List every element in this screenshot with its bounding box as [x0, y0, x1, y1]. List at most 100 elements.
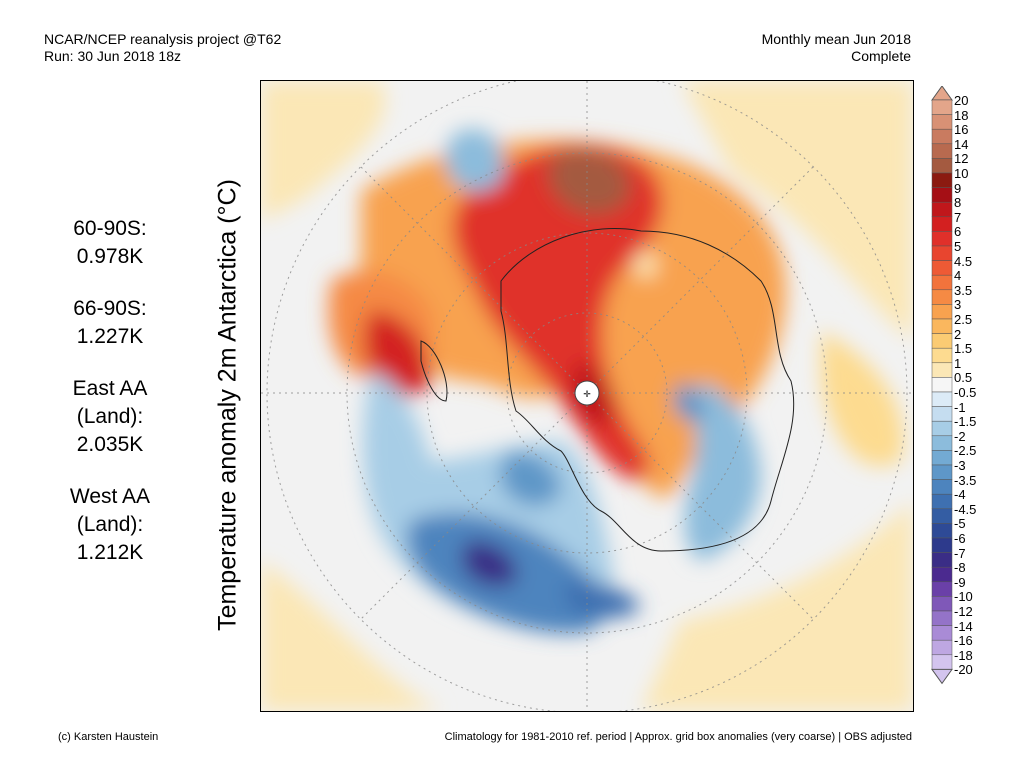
colorbar-tick-label: -4.5	[954, 501, 977, 517]
status-label: Complete	[851, 48, 911, 64]
colorbar-tick-label: 6	[954, 224, 962, 240]
colorbar-tick-label: -6	[954, 531, 966, 546]
colorbar-swatch	[931, 391, 953, 407]
colorbar-tick-label: 1	[954, 355, 962, 371]
stat-line: 66-90S:	[73, 297, 147, 320]
run-time: Run: 30 Jun 2018 18z	[44, 48, 181, 64]
stat-line: (Land):	[76, 513, 144, 536]
colorbar-swatch	[931, 362, 953, 378]
colorbar-tick-label: -9	[954, 574, 966, 590]
colorbar-swatch	[931, 377, 953, 393]
colorbar-swatch	[931, 639, 953, 656]
colorbar-tick-label: 5	[954, 239, 962, 254]
colorbar-tick-label: -4	[954, 487, 966, 503]
model-title: NCAR/NCEP reanalysis project @T62	[44, 31, 282, 47]
colorbar-swatch	[931, 304, 953, 320]
colorbar-tick-label: 3	[954, 297, 962, 313]
colorbar-swatch	[931, 187, 953, 203]
map-canvas: ✛	[261, 81, 913, 711]
stat-line: 60-90S:	[73, 217, 147, 240]
colorbar-swatch	[931, 493, 953, 510]
colorbar-tick-label: 12	[954, 151, 969, 167]
colorbar-tick-label: -20	[954, 662, 973, 678]
colorbar-swatch	[931, 552, 953, 568]
stat-east-aa: East AA (Land): 2.035K	[40, 375, 180, 459]
stat-60-90s: 60-90S: 0.978K	[40, 215, 180, 271]
stat-value: 1.212K	[76, 541, 144, 564]
colorbar-swatch	[931, 420, 953, 437]
colorbar-tick-label: 18	[954, 107, 969, 123]
colorbar-swatch	[931, 128, 953, 145]
colorbar-tick-label: 3.5	[954, 282, 973, 298]
colorbar-tick-label: 4.5	[954, 253, 973, 269]
colorbar-tick-label: -8	[954, 560, 966, 576]
colorbar-swatch	[931, 537, 953, 553]
colorbar-swatch	[931, 581, 953, 597]
colorbar-tick-label: -3	[954, 458, 966, 473]
colorbar-tick-label: 4	[954, 268, 962, 284]
colorbar-tick-label: -1.5	[954, 414, 977, 430]
stat-value: 0.978K	[76, 245, 144, 268]
colorbar-tick-label: -16	[954, 633, 973, 649]
stat-value: 2.035K	[76, 433, 144, 456]
footer-note: Climatology for 1981-2010 ref. period | …	[444, 731, 912, 743]
footer-credit: (c) Karsten Haustein	[58, 731, 159, 743]
colorbar-swatch	[931, 435, 953, 451]
anomaly-map: ✛	[260, 80, 914, 712]
colorbar-swatch	[931, 231, 953, 247]
colorbar-swatch	[931, 201, 953, 218]
colorbar-tick-label: 7	[954, 209, 962, 225]
colorbar-swatch	[931, 172, 953, 188]
map-axis-label: Temperature anomaly 2m Antarctica (°C)	[213, 179, 242, 631]
colorbar-swatch	[931, 333, 953, 349]
colorbar-swatch	[931, 114, 953, 130]
colorbar-swatch	[931, 406, 953, 422]
colorbar-tick-label: 20	[954, 93, 969, 108]
stat-66-90s: 66-90S: 1.227K	[40, 295, 180, 351]
colorbar-tick-label: 1.5	[954, 341, 973, 357]
colorbar-min-arrow	[931, 668, 953, 685]
colorbar-swatch	[931, 318, 953, 334]
colorbar-swatch	[931, 245, 953, 261]
colorbar-swatch	[931, 479, 953, 495]
colorbar-swatch	[931, 654, 953, 670]
colorbar-tick-label: 2	[954, 326, 962, 342]
colorbar-swatch	[931, 274, 953, 291]
colorbar-swatch	[931, 158, 953, 174]
colorbar-tick-label: -0.5	[954, 385, 977, 400]
colorbar-swatch	[931, 625, 953, 641]
period-label: Monthly mean Jun 2018	[761, 31, 911, 47]
colorbar-swatch	[931, 450, 953, 466]
colorbar-max-arrow	[931, 85, 953, 101]
colorbar-swatch	[931, 610, 953, 626]
colorbar	[931, 85, 953, 705]
colorbar-swatch	[931, 99, 953, 115]
colorbar-tick-label: -18	[954, 647, 973, 663]
colorbar-swatch	[931, 596, 953, 612]
stat-line: West AA	[69, 485, 151, 508]
stat-value: 1.227K	[76, 325, 144, 348]
svg-text:✛: ✛	[583, 389, 591, 399]
colorbar-swatch	[931, 523, 953, 539]
colorbar-tick-label: -7	[954, 545, 966, 561]
colorbar-tick-label: -12	[954, 604, 973, 619]
stat-west-aa: West AA (Land): 1.212K	[40, 483, 180, 567]
stat-line: East AA	[72, 377, 148, 400]
colorbar-tick-label: 14	[954, 136, 969, 152]
colorbar-swatch	[931, 216, 953, 232]
colorbar-swatch	[931, 464, 953, 480]
colorbar-tick-label: 2.5	[954, 312, 973, 327]
colorbar-tick-label: 10	[954, 166, 969, 181]
colorbar-swatch	[931, 143, 953, 159]
colorbar-swatch	[931, 566, 953, 583]
colorbar-tick-label: 16	[954, 122, 969, 138]
colorbar-tick-label: 9	[954, 180, 962, 196]
colorbar-tick-label: -3.5	[954, 472, 977, 488]
colorbar-tick-label: -1	[954, 399, 966, 415]
colorbar-swatch	[931, 260, 953, 276]
colorbar-swatches	[931, 85, 953, 685]
stat-line: (Land):	[76, 405, 144, 428]
colorbar-swatch	[931, 347, 953, 364]
header-right: Monthly mean Jun 2018 Complete	[762, 31, 911, 65]
colorbar-tick-label: -5	[954, 516, 966, 532]
